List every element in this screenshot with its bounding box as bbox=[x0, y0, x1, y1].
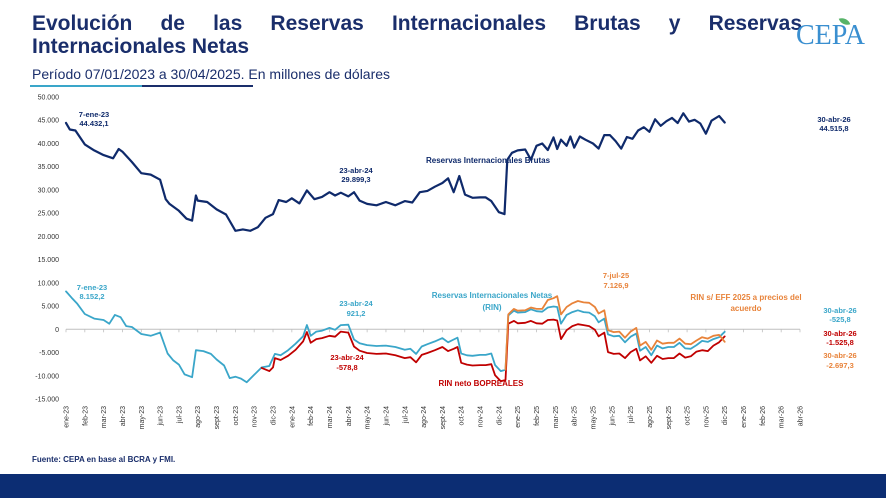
label-gross-mid-value: 29.899,3 bbox=[341, 175, 370, 184]
x-tick-label: abr-24 bbox=[346, 406, 353, 426]
x-tick-label: ene-24 bbox=[289, 406, 296, 428]
y-tick-label: 20.000 bbox=[38, 234, 60, 241]
chart-subtitle: Período 07/01/2023 a 30/04/2025. En mill… bbox=[32, 66, 391, 82]
x-tick-label: mar-25 bbox=[553, 406, 560, 428]
series-layer bbox=[64, 112, 726, 384]
label-net-end-date: 30-abr-26 bbox=[823, 306, 856, 315]
x-tick-label: nov-23 bbox=[252, 406, 259, 428]
y-tick-label: -15.000 bbox=[35, 397, 59, 404]
x-tick-label: feb-25 bbox=[534, 406, 541, 426]
footer-bar bbox=[0, 474, 886, 498]
cepa-logo: CEPA bbox=[796, 20, 866, 51]
x-tick-label: jun-24 bbox=[383, 406, 390, 427]
x-tick-label: oct-25 bbox=[685, 406, 692, 426]
series-line-eff bbox=[504, 295, 726, 371]
x-tick-label: feb-24 bbox=[308, 406, 315, 426]
y-tick-label: 0 bbox=[55, 327, 59, 334]
label-bopreal-end-date: 30-abr-26 bbox=[823, 329, 856, 338]
y-tick-label: 50.000 bbox=[38, 95, 60, 102]
subtitle-underline-dark bbox=[142, 85, 253, 87]
x-tick-label: ago-25 bbox=[647, 406, 654, 428]
x-tick-label: sept-25 bbox=[666, 406, 673, 429]
y-tick-label: 15.000 bbox=[38, 257, 60, 264]
label-gross-mid-date: 23-abr-24 bbox=[339, 166, 373, 175]
x-tick-label: jul-23 bbox=[176, 406, 183, 424]
label-eff-end-date: 30-abr-26 bbox=[823, 351, 856, 360]
label-eff-series-line1: RIN s/ EFF 2025 a precios del bbox=[690, 293, 801, 302]
x-tick-label: jun-25 bbox=[609, 406, 616, 427]
label-net-series: Reservas Internacionales Netas bbox=[432, 291, 553, 300]
label-eff-peak-value: 7.126,9 bbox=[603, 281, 628, 290]
subtitle-underline-light bbox=[30, 85, 142, 87]
label-bopreal-series: RIN neto BOPREALES bbox=[439, 379, 525, 388]
label-net-start-value: 8.152,2 bbox=[79, 292, 104, 301]
x-tick-label: nov-24 bbox=[478, 406, 485, 428]
source-note: Fuente: CEPA en base al BCRA y FMI. bbox=[32, 455, 176, 464]
x-tick-label: mar-23 bbox=[101, 406, 108, 428]
x-tick-label: jul-24 bbox=[402, 406, 409, 424]
x-tick-label: jul-25 bbox=[628, 406, 635, 424]
label-bopreal-end-value: -1.525,8 bbox=[826, 338, 854, 347]
y-tick-label: 25.000 bbox=[38, 211, 60, 218]
label-gross-series: Reservas Internacionales Brutas bbox=[426, 156, 551, 165]
label-net-mid-date: 23-abr-24 bbox=[339, 299, 373, 308]
label-gross-start-date: 7-ene-23 bbox=[79, 110, 109, 119]
x-axis: ene-23 feb-23 mar-23 abr-23 may-23 jun-23 jul-… bbox=[64, 328, 805, 429]
x-tick-label: jun-23 bbox=[158, 406, 165, 427]
label-net-series-abbr: (RIN) bbox=[482, 303, 501, 312]
label-eff-series-line2: acuerdo bbox=[730, 304, 761, 313]
x-tick-label: may-23 bbox=[139, 406, 146, 429]
label-gross-end-date: 30-abr-26 bbox=[817, 115, 850, 124]
y-tick-label: 40.000 bbox=[38, 141, 60, 148]
x-tick-label: may-24 bbox=[365, 406, 372, 429]
label-gross-start-value: 44.432,1 bbox=[79, 119, 108, 128]
x-tick-label: ene-23 bbox=[64, 406, 71, 428]
y-tick-label: 5.000 bbox=[41, 304, 59, 311]
y-tick-label: 30.000 bbox=[38, 187, 60, 194]
label-eff-peak-date: 7-jul-25 bbox=[603, 271, 629, 280]
x-tick-label: dic-24 bbox=[496, 406, 503, 425]
label-gross-end-value: 44.515,8 bbox=[819, 124, 848, 133]
x-tick-label: abr-23 bbox=[120, 406, 127, 426]
y-tick-label: 35.000 bbox=[38, 164, 60, 171]
y-tick-label: -5.000 bbox=[39, 350, 59, 357]
x-tick-label: sept-23 bbox=[214, 406, 221, 429]
x-tick-label: mar-24 bbox=[327, 406, 334, 428]
x-tick-label: nov-25 bbox=[703, 406, 710, 428]
label-net-mid-value: 921,2 bbox=[347, 309, 366, 318]
x-tick-label: mar-26 bbox=[779, 406, 786, 428]
y-tick-label: -10.000 bbox=[35, 373, 59, 380]
label-bopreal-mid-value: -578,8 bbox=[336, 363, 357, 372]
x-tick-label: sept-24 bbox=[440, 406, 447, 429]
y-tick-label: 45.000 bbox=[38, 118, 60, 125]
label-net-start-date: 7-ene-23 bbox=[77, 283, 107, 292]
label-eff-end-value: -2.697,3 bbox=[826, 361, 854, 370]
x-tick-label: oct-23 bbox=[233, 406, 240, 426]
chart-title: Evolución de las Reservas Internacionale… bbox=[32, 12, 802, 58]
x-tick-label: feb-23 bbox=[82, 406, 89, 426]
series-line-net bbox=[65, 290, 726, 384]
x-tick-label: dic-25 bbox=[722, 406, 729, 425]
x-tick-label: ago-24 bbox=[421, 406, 428, 428]
x-tick-label: oct-24 bbox=[459, 406, 466, 426]
label-bopreal-mid-date: 23-abr-24 bbox=[330, 353, 364, 362]
x-tick-label: feb-26 bbox=[760, 406, 767, 426]
x-tick-label: ene-25 bbox=[515, 406, 522, 428]
x-tick-label: dic-23 bbox=[271, 406, 278, 425]
series-line-gross bbox=[64, 112, 726, 232]
y-tick-label: 10.000 bbox=[38, 280, 60, 287]
y-axis: -15.000 -10.000 -5.000 0 5.000 10.000 15.000 20… bbox=[35, 95, 59, 404]
x-tick-label: ago-23 bbox=[195, 406, 202, 428]
x-tick-label: abr-26 bbox=[798, 406, 805, 426]
label-net-end-value: -525,8 bbox=[829, 315, 850, 324]
x-tick-label: abr-25 bbox=[572, 406, 579, 426]
x-tick-label: ene-26 bbox=[741, 406, 748, 428]
x-tick-label: may-25 bbox=[590, 406, 597, 429]
